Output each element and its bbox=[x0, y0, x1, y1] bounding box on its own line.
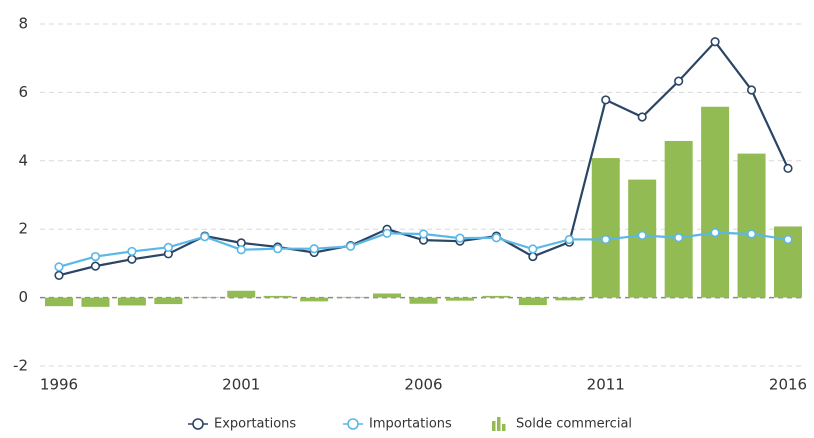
point bbox=[200, 232, 210, 242]
legend-marker bbox=[347, 418, 359, 430]
y-tick-label: 0 bbox=[18, 288, 28, 306]
x-tick-label: 1996 bbox=[40, 376, 78, 394]
point bbox=[637, 230, 647, 240]
point bbox=[601, 95, 611, 105]
point bbox=[54, 270, 64, 280]
bar bbox=[555, 297, 584, 301]
bar bbox=[591, 158, 620, 298]
point bbox=[127, 254, 137, 264]
legend-label: Solde commercial bbox=[516, 417, 632, 432]
point bbox=[418, 229, 429, 239]
point bbox=[746, 229, 757, 239]
point bbox=[528, 251, 538, 262]
y-tick-label: 6 bbox=[18, 83, 28, 101]
point bbox=[90, 261, 101, 271]
bar bbox=[409, 297, 438, 304]
point bbox=[710, 228, 720, 238]
point bbox=[746, 85, 757, 95]
point bbox=[674, 233, 684, 243]
legend: Exportations Importations Solde commercial bbox=[188, 417, 632, 432]
y-tick-label: 8 bbox=[18, 15, 28, 33]
x-tick-label: 2006 bbox=[404, 376, 442, 394]
point bbox=[637, 112, 647, 122]
bar bbox=[373, 293, 402, 298]
bar bbox=[300, 297, 329, 302]
point bbox=[528, 244, 538, 254]
x-tick-label: 2001 bbox=[222, 376, 260, 394]
legend-marker bbox=[492, 421, 496, 431]
point bbox=[564, 234, 574, 245]
point bbox=[236, 245, 246, 255]
bar bbox=[263, 295, 292, 298]
point bbox=[54, 262, 64, 272]
point bbox=[273, 244, 283, 254]
y-tick-label: 2 bbox=[18, 220, 28, 238]
legend-label: Importations bbox=[369, 417, 452, 432]
bar bbox=[190, 296, 219, 298]
point bbox=[710, 37, 720, 47]
point bbox=[346, 241, 356, 251]
legend-marker bbox=[192, 418, 204, 430]
point bbox=[783, 234, 793, 245]
bar bbox=[445, 297, 474, 301]
x-tick-label: 2016 bbox=[769, 376, 807, 394]
bar bbox=[154, 297, 183, 305]
point bbox=[783, 163, 793, 173]
legend-marker bbox=[497, 417, 501, 431]
bar bbox=[737, 153, 766, 298]
bar bbox=[227, 290, 256, 298]
y-tick-label: 4 bbox=[18, 151, 28, 169]
point bbox=[90, 251, 101, 262]
point bbox=[601, 234, 611, 245]
point bbox=[491, 233, 502, 243]
bar bbox=[664, 140, 693, 298]
point bbox=[382, 228, 392, 238]
point bbox=[309, 244, 319, 254]
point bbox=[127, 246, 137, 257]
bar bbox=[336, 296, 365, 298]
bar bbox=[482, 295, 511, 298]
point bbox=[674, 76, 684, 86]
legend-label: Exportations bbox=[214, 417, 296, 432]
bar bbox=[701, 106, 730, 298]
point bbox=[455, 233, 465, 243]
point bbox=[163, 242, 173, 252]
bar bbox=[45, 297, 73, 307]
bar bbox=[518, 297, 547, 306]
y-tick-label: -2 bbox=[13, 357, 28, 375]
legend-marker bbox=[502, 424, 506, 431]
bar bbox=[81, 297, 110, 307]
x-tick-label: 2011 bbox=[587, 376, 625, 394]
bar bbox=[117, 297, 146, 306]
